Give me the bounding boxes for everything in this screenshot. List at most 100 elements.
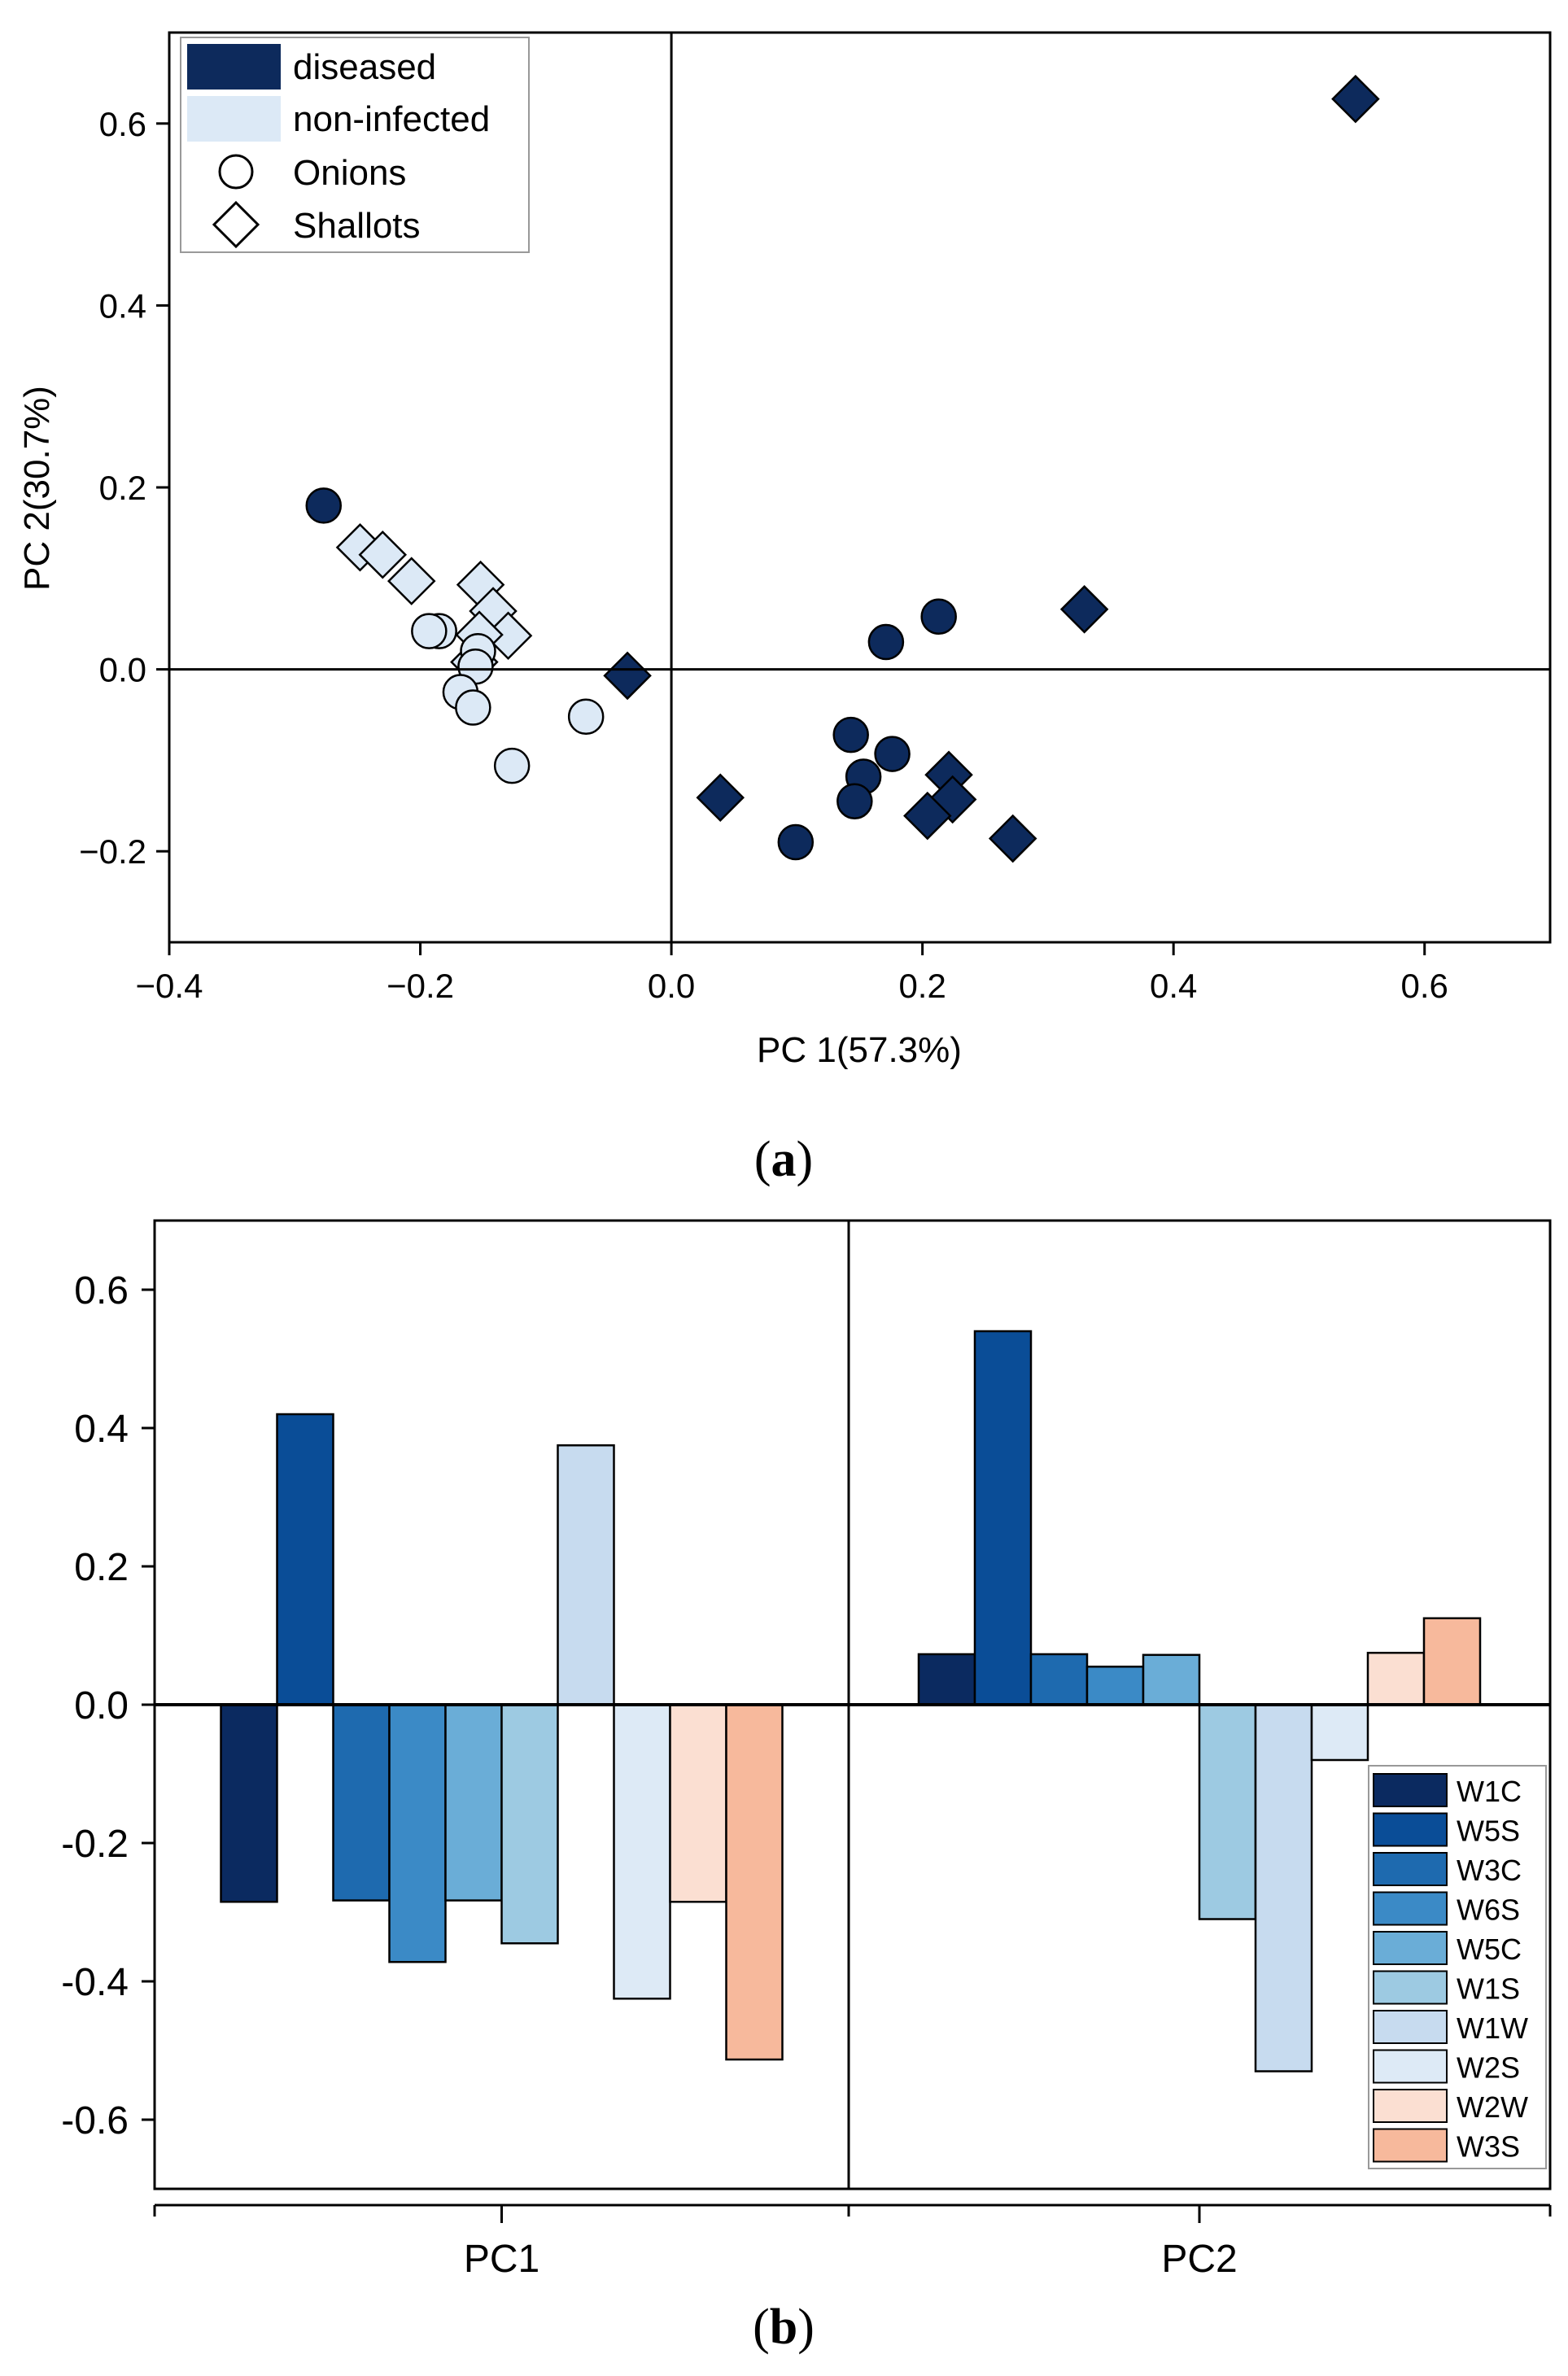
legend-label-w6s: W6S (1457, 1893, 1520, 1927)
legend-marker-circle (218, 154, 254, 190)
bar-w1w-pc1 (557, 1444, 615, 1706)
panel-label-b-close: ) (797, 2300, 815, 2355)
legend-label-w2w: W2W (1457, 2090, 1528, 2124)
point-diseased-onions (305, 487, 343, 524)
point-diseased-shallots (603, 651, 652, 701)
y-tick-label-a: 0.4 (99, 286, 146, 325)
panel-label-b-letter: b (770, 2300, 797, 2355)
panel-label-a-close: ) (797, 1132, 814, 1187)
bar-w3c-pc2 (1029, 1653, 1089, 1706)
bar-w5s-pc2 (973, 1330, 1033, 1706)
x-tick-label-b: PC1 (464, 2238, 539, 2281)
legend-label-w3c: W3C (1457, 1854, 1522, 1887)
point-diseased-onions (874, 736, 911, 772)
bar-w3s-pc2 (1422, 1617, 1482, 1706)
point-diseased-shallots (903, 791, 952, 841)
bar-w1c-pc2 (917, 1653, 976, 1706)
bar-w5c-pc1 (444, 1703, 503, 1902)
legend-swatch-w6s (1373, 1891, 1448, 1926)
bar-w1w-pc2 (1254, 1703, 1313, 2072)
panel-label-a-letter: a (771, 1132, 797, 1187)
point-non-infected-onions (567, 698, 605, 735)
point-diseased-onions (777, 823, 815, 861)
x-axis-a: −0.4 −0.2 0.0 0.2 0.4 0.6 (136, 942, 1448, 1005)
y-tick-label-b: -0.4 (61, 1961, 129, 2004)
point-non-infected-onions (493, 747, 531, 784)
bar-w2s-pc1 (613, 1703, 671, 2000)
x-tick-label-a: 0.0 (648, 967, 695, 1005)
legend-label-w1c: W1C (1457, 1775, 1522, 1808)
legend-label-w2s: W2S (1457, 2051, 1520, 2085)
x-tick-label-b: PC2 (1161, 2238, 1237, 2281)
legend-swatch-w3s (1373, 2128, 1448, 2163)
y-tick-label-b: 0.4 (74, 1408, 129, 1451)
point-diseased-onions (832, 716, 869, 753)
panel-label-a-open: ( (754, 1132, 771, 1187)
panel-a-scatter: −0.4 −0.2 0.0 0.2 0.4 0.6 −0.2 0.0 0.2 0.4 0.6 PC… (17, 31, 1552, 1187)
y-tick-label-b: -0.6 (61, 2099, 129, 2142)
x-tick-label-a: 0.4 (1150, 967, 1197, 1005)
point-diseased-onions (920, 598, 957, 635)
bar-w1c-pc1 (220, 1703, 278, 1903)
legend-swatch-non-infected (187, 96, 281, 142)
y-tick-label-b: 0.0 (74, 1684, 129, 1727)
bar-w1s-pc1 (500, 1703, 559, 1945)
legend-swatch-w1w (1373, 2010, 1448, 2044)
point-diseased-onions (867, 623, 905, 661)
legend-swatch-w2s (1373, 2049, 1448, 2084)
point-diseased-shallots (1059, 585, 1109, 634)
legend-label-shallots: Shallots (293, 206, 421, 246)
point-diseased-onions (836, 783, 873, 819)
bar-groups (155, 1330, 1550, 2072)
legend-swatch-w5s (1373, 1812, 1448, 1847)
point-non-infected-shallots (387, 557, 436, 605)
x-tick-label-a: −0.2 (387, 967, 454, 1005)
point-diseased-shallots (988, 814, 1037, 863)
bar-w3s-pc1 (725, 1703, 784, 2061)
legend-label-w1s: W1S (1457, 1972, 1520, 2006)
panel-label-b-open: ( (753, 2300, 770, 2355)
y-tick-label-a: 0.0 (99, 651, 146, 689)
y-tick-label-a: −0.2 (79, 832, 146, 871)
legend-b: W1C W5S W3C W6S W5C W1S W1W W2S W2W W3S (1368, 1765, 1547, 2169)
legend-swatch-w1s (1373, 1970, 1448, 2005)
legend-label-w5s: W5S (1457, 1815, 1520, 1848)
legend-label-w5c: W5C (1457, 1933, 1522, 1966)
legend-swatch-w5c (1373, 1931, 1448, 1965)
panel-label-a: (a) (754, 1132, 813, 1187)
y-axis-title-a: PC 2(30.7%) (17, 386, 57, 591)
axes-b: -0.6 -0.4 -0.2 0.0 0.2 0.4 0.6 PC1 PC2 (61, 1269, 1552, 2281)
bar-w2w-pc1 (669, 1703, 727, 1903)
point-non-infected-onions (411, 613, 448, 649)
legend-label-w1w: W1W (1457, 2011, 1528, 2045)
x-tick-label-a: 0.2 (898, 967, 946, 1005)
y-tick-label-b: -0.2 (61, 1823, 129, 1866)
bar-w2s-pc2 (1310, 1703, 1369, 1762)
legend-label-non-infected: non-infected (293, 99, 490, 139)
y-tick-label-b: 0.6 (74, 1269, 129, 1312)
x-tick-label-a: 0.6 (1401, 967, 1448, 1005)
y-tick-label-a: 0.6 (99, 105, 146, 143)
legend-label-diseased: diseased (293, 47, 436, 87)
point-non-infected-onions (455, 689, 491, 726)
legend-label-w3s: W3S (1457, 2130, 1520, 2164)
legend-swatch-diseased (187, 44, 281, 90)
y-tick-label-a: 0.2 (99, 469, 146, 507)
legend-swatch-w3c (1373, 1852, 1448, 1886)
legend-swatch-w2w (1373, 2089, 1448, 2123)
bar-w2w-pc2 (1366, 1652, 1426, 1706)
bar-w5s-pc1 (276, 1413, 334, 1706)
x-tick-label-a: −0.4 (136, 967, 203, 1005)
bar-w6s-pc2 (1085, 1666, 1145, 1706)
y-tick-label-b: 0.2 (74, 1546, 129, 1589)
point-non-infected-shallots (358, 530, 408, 579)
panel-b-bar: -0.6 -0.4 -0.2 0.0 0.2 0.4 0.6 PC1 PC2 W1C W5S W3C… (61, 1219, 1552, 2355)
scatter-points (305, 74, 1380, 863)
x-axis-title-a: PC 1(57.3%) (757, 1030, 962, 1070)
bar-w6s-pc1 (388, 1703, 447, 1963)
panel-label-b: (b) (753, 2300, 815, 2355)
bar-w1s-pc2 (1198, 1703, 1257, 1920)
legend-marker-diamond (212, 200, 260, 249)
legend-label-onions: Onions (293, 153, 406, 193)
